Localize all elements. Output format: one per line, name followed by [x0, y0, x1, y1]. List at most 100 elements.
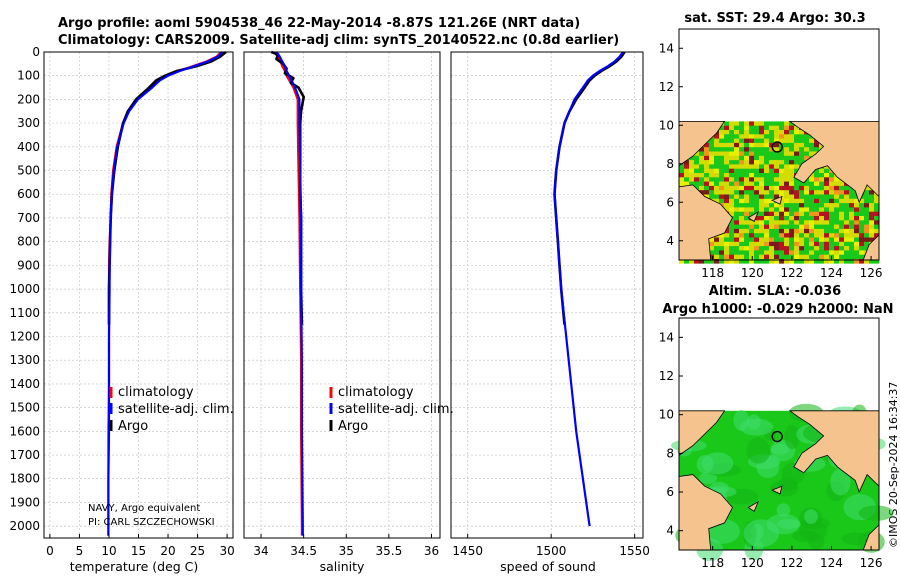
- sst-cell: [769, 138, 775, 144]
- sst-cell: [724, 142, 730, 148]
- sst-cell: [824, 246, 830, 251]
- sst-cell: [779, 216, 785, 221]
- salinity-xlabel: salinity: [320, 559, 365, 574]
- sst-cell: [759, 151, 765, 157]
- sst-cell: [789, 228, 795, 234]
- sst-cell: [704, 160, 710, 165]
- sst-cell: [839, 241, 845, 247]
- sst-cell: [774, 185, 780, 191]
- sst-cell: [794, 151, 800, 157]
- sst-cell: [719, 194, 725, 200]
- sst-cell: [749, 224, 755, 230]
- sst-cell: [729, 190, 735, 195]
- sst-cell: [809, 181, 815, 187]
- sst-cell: [769, 224, 775, 230]
- sst-cell: [739, 130, 745, 135]
- sst-cell: [759, 121, 765, 126]
- sla-anomaly-blob: [784, 424, 800, 450]
- sst-cell: [764, 194, 770, 200]
- sst-cell: [729, 168, 735, 174]
- sst-cell: [679, 168, 685, 174]
- sst-cell: [734, 254, 740, 260]
- sst-cell: [799, 241, 805, 247]
- sst-cell: [799, 207, 805, 212]
- sst-cell: [769, 125, 775, 131]
- sst-cell: [739, 216, 745, 221]
- sst-cell: [724, 177, 730, 182]
- sst-cell: [699, 160, 705, 165]
- sst-cell: [709, 160, 715, 165]
- sst-cell: [804, 134, 810, 139]
- sst-cell: [839, 224, 845, 230]
- sst-cell: [794, 194, 800, 200]
- sst-cell: [699, 190, 705, 195]
- sst-cell: [859, 224, 865, 230]
- sst-cell: [784, 155, 790, 161]
- sst-cell: [784, 168, 790, 174]
- sst-cell: [799, 181, 805, 187]
- sst-cell: [784, 190, 790, 195]
- sst-cell: [694, 168, 700, 174]
- sst-cell: [769, 259, 775, 264]
- sst-cell: [784, 173, 790, 178]
- sst-cell: [719, 173, 725, 178]
- sst-cell: [719, 164, 725, 169]
- sst-cell: [744, 203, 750, 208]
- sst-cell: [824, 224, 830, 230]
- sst-cell: [724, 138, 730, 144]
- sst-cell: [749, 151, 755, 157]
- sst-cell: [749, 198, 755, 204]
- sst-cell: [734, 216, 740, 221]
- sst-cell: [844, 233, 850, 238]
- sst-cell: [804, 220, 810, 225]
- sst-cell: [869, 228, 875, 234]
- sst-cell: [794, 164, 800, 169]
- sst-cell: [814, 168, 820, 174]
- x-tick-label: 122: [780, 556, 803, 570]
- y-tick-label: 1200: [9, 329, 40, 343]
- sst-cell: [804, 250, 810, 255]
- sst-cell: [844, 194, 850, 200]
- y-tick-label: 4: [666, 234, 674, 248]
- sst-cell: [759, 185, 765, 191]
- sst-cell: [679, 164, 685, 169]
- sst-cell: [749, 142, 755, 148]
- sst-cell: [859, 207, 865, 212]
- sst-cell: [864, 228, 870, 234]
- sst-cell: [789, 138, 795, 144]
- sst-cell: [749, 228, 755, 234]
- x-tick-label: 36: [424, 544, 439, 558]
- sst-cell: [804, 185, 810, 191]
- sst-cell: [744, 220, 750, 225]
- sst-cell: [789, 168, 795, 174]
- sst-cell: [844, 190, 850, 195]
- sst-cell: [759, 142, 765, 148]
- sst-cell: [779, 125, 785, 131]
- sst-cell: [744, 181, 750, 187]
- sst-cell: [704, 177, 710, 182]
- sst-cell: [824, 250, 830, 255]
- sst-cell: [864, 224, 870, 230]
- sst-cell: [784, 160, 790, 165]
- sst-cell: [809, 147, 815, 152]
- sst-cell: [719, 155, 725, 161]
- sst-cell: [714, 185, 720, 191]
- sst-cell: [809, 228, 815, 234]
- sst-cell: [849, 216, 855, 221]
- sst-cell: [769, 155, 775, 161]
- sst-cell: [724, 185, 730, 191]
- sst-cell: [779, 233, 785, 238]
- sst-cell: [844, 198, 850, 204]
- sst-cell: [784, 246, 790, 251]
- sst-cell: [754, 220, 760, 225]
- y-tick-label: 500: [17, 164, 40, 178]
- sst-cell: [799, 190, 805, 195]
- sst-cell: [819, 224, 825, 230]
- sst-cell: [819, 173, 825, 178]
- sst-cell: [764, 177, 770, 182]
- sst-cell: [724, 194, 730, 200]
- sst-cell: [699, 164, 705, 169]
- sst-cell: [764, 138, 770, 144]
- sst-cell: [739, 185, 745, 191]
- sst-cell: [824, 237, 830, 243]
